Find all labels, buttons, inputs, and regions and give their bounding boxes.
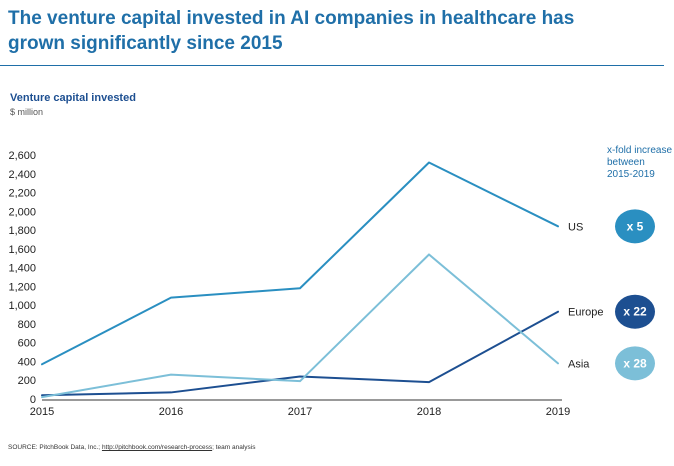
source-suffix: ; team analysis xyxy=(212,444,256,451)
source-prefix: SOURCE: PitchBook Data, Inc.; xyxy=(8,444,102,451)
badge-europe xyxy=(615,294,655,329)
chart-unit-label: $ million xyxy=(10,107,44,117)
x-tick-label: 2015 xyxy=(30,406,54,418)
x-tick-label: 2018 xyxy=(417,406,441,418)
y-tick-label: 1,200 xyxy=(8,281,36,293)
badge-label-asia: x 28 xyxy=(623,356,647,370)
title-divider xyxy=(0,65,664,66)
badge-us xyxy=(615,209,655,244)
y-tick-label: 2,400 xyxy=(8,169,36,181)
y-tick-label: 0 xyxy=(30,394,36,406)
series-line-us xyxy=(41,161,559,366)
y-tick-label: 1,600 xyxy=(8,244,36,256)
x-tick-label: 2017 xyxy=(288,406,312,418)
series-label-europe: Europe xyxy=(568,307,603,319)
badge-label-europe: x 22 xyxy=(623,305,647,319)
y-tick-label: 200 xyxy=(18,375,36,387)
badge-label-us: x 5 xyxy=(627,219,644,233)
y-tick-label: 1,800 xyxy=(8,225,36,237)
y-tick-label: 400 xyxy=(18,356,36,368)
source-note: SOURCE: PitchBook Data, Inc.; http://pit… xyxy=(8,444,256,451)
y-tick-label: 1,000 xyxy=(8,300,36,312)
series-line-europe xyxy=(41,310,559,397)
page-title: The venture capital invested in AI compa… xyxy=(8,8,575,54)
series-label-asia: Asia xyxy=(568,358,590,370)
y-tick-label: 2,200 xyxy=(8,188,36,200)
badge-asia xyxy=(615,346,655,381)
y-tick-label: 2,000 xyxy=(8,206,36,218)
x-fold-annotation-title: x-fold increase between 2015-2019 xyxy=(607,145,673,180)
series-label-us: US xyxy=(568,221,583,233)
chart-title: Venture capital invested xyxy=(10,92,136,104)
y-tick-label: 2,600 xyxy=(8,150,36,162)
series-line-asia xyxy=(41,253,559,399)
y-tick-label: 800 xyxy=(18,319,36,331)
source-link[interactable]: http://pitchbook.com/research-process xyxy=(101,444,213,451)
y-tick-label: 1,400 xyxy=(8,263,36,275)
x-tick-label: 2019 xyxy=(546,406,570,418)
y-tick-label: 600 xyxy=(18,338,36,350)
x-tick-label: 2016 xyxy=(159,406,183,418)
